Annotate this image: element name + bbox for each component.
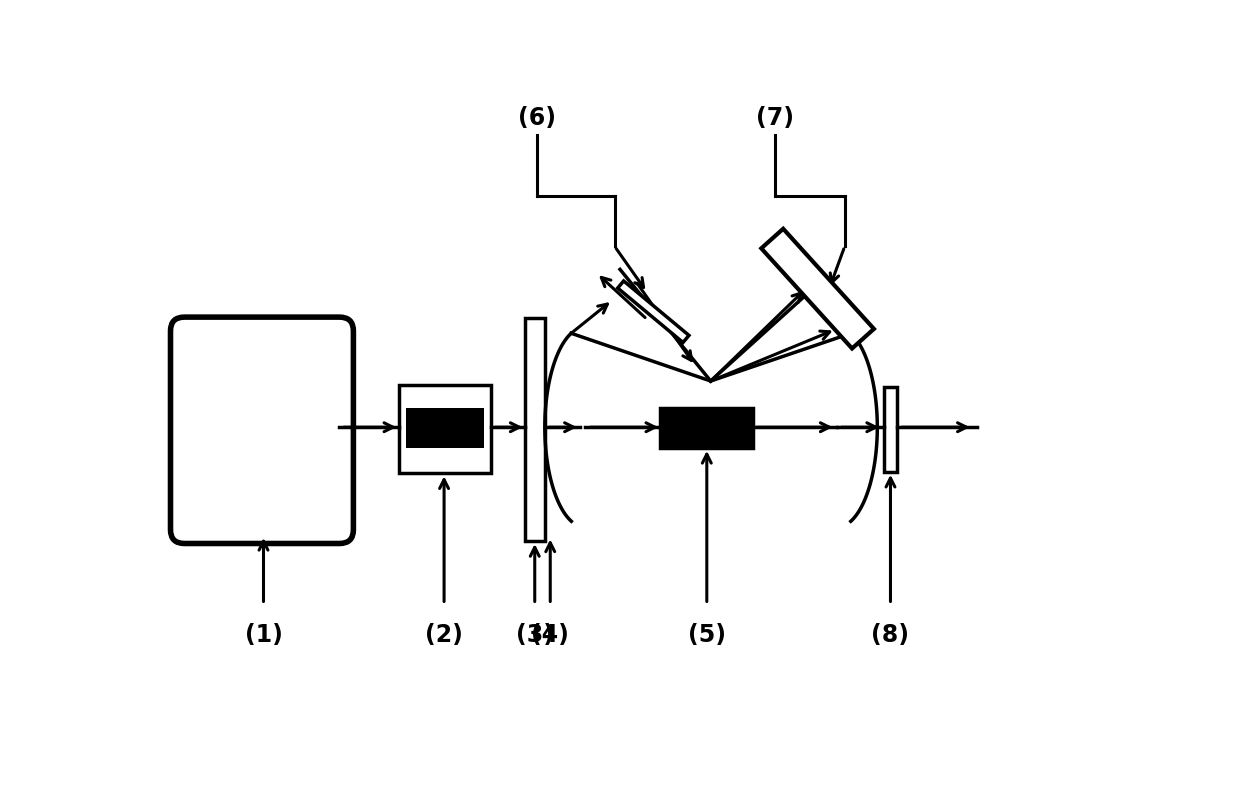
Bar [407, 408, 484, 448]
Text: (7): (7) [756, 106, 794, 130]
Bar [761, 229, 874, 348]
Text: (6): (6) [518, 106, 556, 130]
Bar [618, 281, 689, 343]
Text: (2): (2) [425, 623, 463, 647]
Text: (5): (5) [688, 623, 725, 647]
Bar [883, 387, 898, 472]
Text: (3): (3) [516, 623, 554, 647]
Text: (8): (8) [872, 623, 909, 647]
Bar [660, 408, 753, 448]
Text: (4): (4) [531, 623, 569, 647]
Text: (1): (1) [244, 623, 283, 647]
Bar [399, 384, 491, 473]
Bar [526, 318, 544, 541]
FancyBboxPatch shape [171, 317, 353, 544]
